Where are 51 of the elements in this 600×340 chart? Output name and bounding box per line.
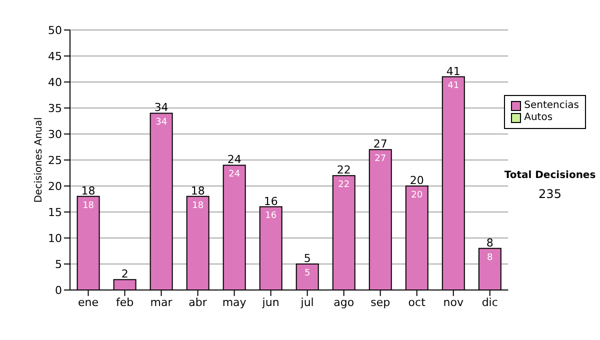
x-tick-label: jul [300,296,314,309]
total-label: 24 [227,153,242,166]
legend-label: Autos [524,112,553,124]
x-tick-label: ene [78,296,99,309]
y-tick-label: 50 [48,24,62,37]
y-tick-label: 10 [48,232,62,245]
total-label: 16 [264,194,278,208]
total-label: 8 [486,236,494,250]
legend-label: Sentencias [524,100,579,112]
y-tick-label: 30 [48,128,62,141]
x-tick-label: nov [443,296,464,309]
y-tick-label: 0 [55,284,62,297]
x-tick-label: oct [408,296,426,309]
y-tick-label: 15 [48,206,62,219]
data-label: 20 [411,190,423,200]
x-tick-label: sep [370,296,390,309]
total-label: 18 [190,184,205,198]
data-label: 8 [487,252,494,263]
x-tick-label: dic [482,296,498,309]
total-label: 18 [81,184,96,198]
y-tick-label: 25 [48,154,62,167]
total-label: 34 [154,101,168,114]
x-tick-label: may [222,296,247,309]
data-label: 18 [192,200,204,211]
total-label: 2 [121,268,128,281]
y-tick-label: 40 [48,76,62,89]
data-label: 16 [265,211,277,222]
y-tick-label: 20 [48,180,62,193]
x-tick-label: jun [261,296,280,309]
total-label: 41 [446,64,460,78]
data-label: 18 [82,200,94,211]
data-label: 27 [374,154,386,164]
data-label: 41 [448,81,460,92]
data-label: 22 [338,180,350,190]
y-tick-label: 45 [48,50,62,63]
text: 235 [538,187,562,201]
data-label: 5 [304,268,310,278]
total-label: 27 [373,138,388,151]
data-label: 34 [156,118,168,128]
x-tick-label: feb [116,296,134,309]
annotation: Total Decisiones [503,170,597,181]
data-label: 24 [228,170,240,180]
total-label: 22 [336,164,351,177]
x-tick-label: mar [150,296,173,309]
y-axis-title: Decisiones Anual [34,117,45,203]
x-tick-label: ago [334,296,354,309]
x-tick-label: abr [188,296,208,309]
y-tick-label: 35 [48,102,62,115]
total-label: 20 [410,174,424,187]
y-tick-label: 5 [55,258,62,271]
total-label: 5 [304,252,311,265]
